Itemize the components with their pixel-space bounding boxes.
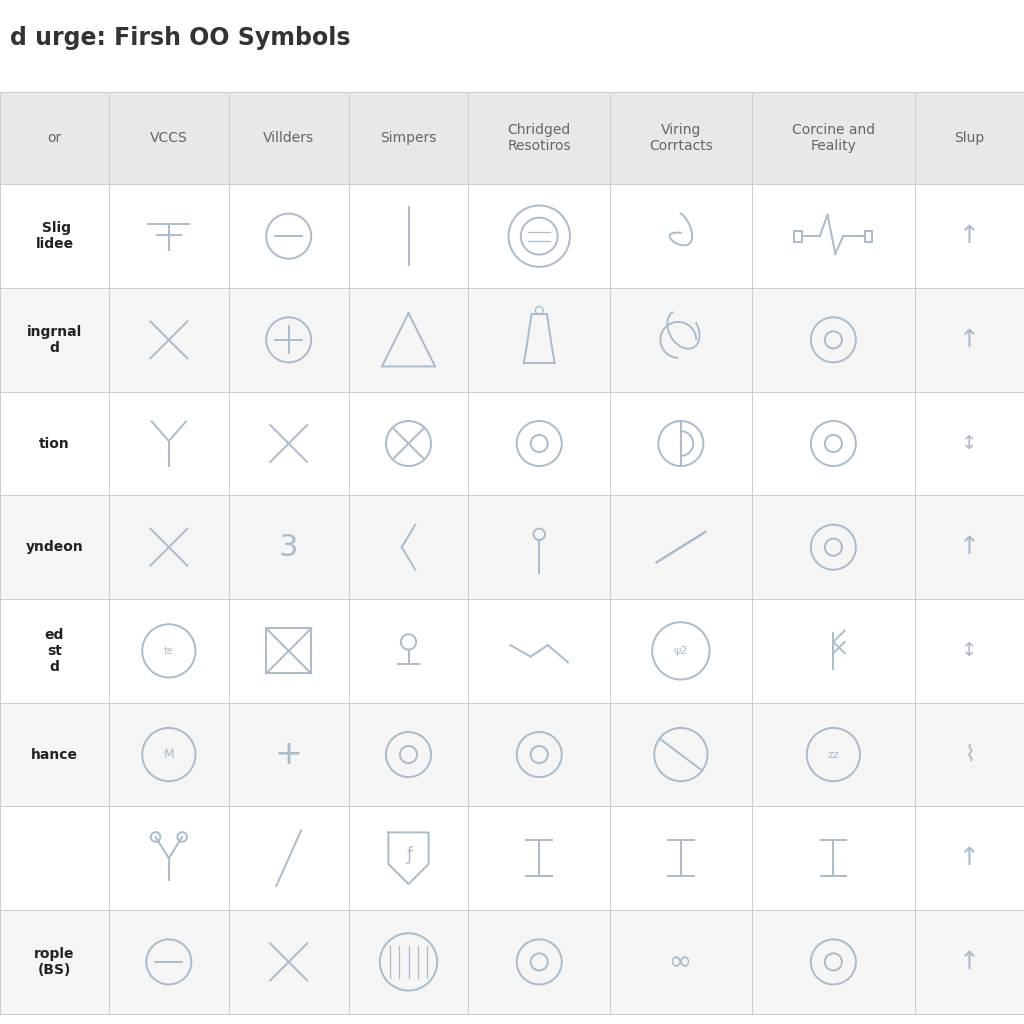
Text: VCCS: VCCS (150, 131, 187, 145)
Text: or: or (47, 131, 61, 145)
Bar (0, 496, 1024, 599)
Bar (0, 391, 1024, 496)
Text: Corcine and
Feality: Corcine and Feality (792, 123, 874, 154)
Text: Chridged
Resotiros: Chridged Resotiros (508, 123, 571, 154)
Text: Slup: Slup (954, 131, 985, 145)
Bar (0, 702, 1024, 807)
Text: ed
st
d: ed st d (45, 628, 65, 674)
Text: tion: tion (39, 436, 70, 451)
Text: 3: 3 (279, 532, 298, 562)
Bar (865, 230, 872, 242)
Bar (0, 184, 1024, 288)
Text: +: + (274, 738, 303, 771)
Text: hance: hance (31, 748, 78, 762)
Bar (795, 230, 802, 242)
Bar (0, 910, 1024, 1014)
Text: yndeon: yndeon (26, 541, 83, 554)
Bar (0, 92, 1024, 184)
Text: ↑: ↑ (959, 846, 980, 870)
Text: ↕: ↕ (962, 434, 978, 453)
Text: ingrnal
d: ingrnal d (27, 325, 82, 355)
Text: ↑: ↑ (959, 950, 980, 974)
Text: ↑: ↑ (959, 224, 980, 248)
Bar (266, 629, 311, 674)
Text: M: M (164, 749, 174, 761)
Text: ↑: ↑ (959, 536, 980, 559)
Text: ↕: ↕ (962, 641, 978, 660)
Text: ↑: ↑ (959, 328, 980, 352)
Bar (0, 288, 1024, 392)
Text: d urge: Firsh OO Symbols: d urge: Firsh OO Symbols (10, 26, 351, 49)
Text: rople
(BS): rople (BS) (34, 947, 75, 977)
Bar (0, 599, 1024, 702)
Text: Simpers: Simpers (380, 131, 436, 145)
Text: ∞: ∞ (670, 948, 692, 976)
Text: Slig
lidee: Slig lidee (36, 221, 74, 251)
Text: te: te (164, 646, 174, 656)
Text: Villders: Villders (263, 131, 314, 145)
Text: ψ2: ψ2 (674, 646, 688, 656)
Text: ƒ: ƒ (406, 847, 412, 864)
Text: Viring
Corrtacts: Viring Corrtacts (649, 123, 713, 154)
Text: zz: zz (827, 750, 840, 760)
Text: ⌇: ⌇ (964, 744, 975, 765)
Bar (0, 807, 1024, 910)
